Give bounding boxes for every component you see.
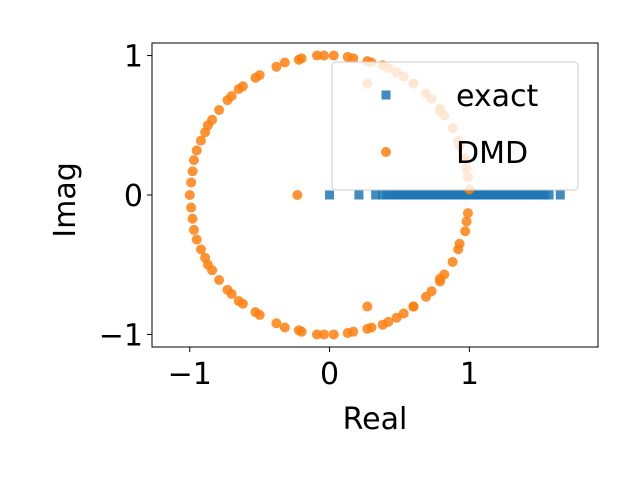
dmd-point bbox=[254, 309, 265, 320]
exact-point bbox=[325, 190, 335, 200]
dmd-point bbox=[328, 50, 339, 61]
dmd-point bbox=[233, 84, 244, 95]
dmd-point bbox=[318, 50, 329, 61]
dmd-point bbox=[214, 104, 225, 115]
dmd-point bbox=[454, 238, 465, 249]
exact-point bbox=[555, 190, 565, 200]
ticks-layer: −1 0 1 −1 0 1 bbox=[99, 40, 479, 392]
dmd-point bbox=[200, 127, 211, 138]
dmd-point bbox=[191, 145, 202, 156]
dmd-point bbox=[187, 213, 198, 224]
x-tick-label: −1 bbox=[168, 357, 212, 392]
dmd-point bbox=[250, 72, 261, 83]
exact-point bbox=[371, 190, 381, 200]
dmd-point bbox=[362, 301, 373, 312]
x-tick-label: 1 bbox=[460, 357, 479, 392]
y-axis-label: Imag bbox=[48, 162, 83, 238]
dmd-point bbox=[439, 269, 450, 280]
dmd-point bbox=[461, 216, 472, 227]
dmd-point bbox=[222, 95, 233, 106]
dmd-point bbox=[226, 289, 237, 300]
dmd-point bbox=[462, 208, 473, 219]
y-tick-label: 0 bbox=[124, 179, 143, 214]
legend-marker-exact bbox=[381, 90, 391, 100]
x-tick-label: 0 bbox=[320, 357, 339, 392]
dmd-point bbox=[318, 329, 329, 340]
dmd-point bbox=[186, 202, 197, 213]
exact-point bbox=[354, 190, 364, 200]
dmd-point bbox=[187, 166, 198, 177]
x-axis-label: Real bbox=[343, 402, 408, 437]
dmd-point bbox=[207, 265, 218, 276]
legend-box bbox=[331, 61, 579, 191]
dmd-point bbox=[447, 256, 458, 267]
dmd-point bbox=[195, 244, 206, 255]
dmd-point bbox=[328, 329, 339, 340]
dmd-point bbox=[184, 190, 195, 200]
dmd-point bbox=[271, 61, 282, 72]
y-tick-label: −1 bbox=[99, 318, 143, 353]
dmd-point bbox=[188, 224, 199, 235]
dmd-point bbox=[191, 234, 202, 245]
dmd-point bbox=[342, 51, 353, 62]
dmd-point bbox=[408, 301, 419, 312]
dmd-point bbox=[293, 54, 304, 65]
dmd-point bbox=[186, 177, 197, 188]
dmd-point bbox=[279, 57, 290, 68]
legend-label-dmd: DMD bbox=[456, 136, 528, 171]
dmd-point bbox=[366, 322, 377, 333]
legend-marker-dmd bbox=[381, 147, 391, 157]
dmd-point bbox=[426, 286, 437, 297]
dmd-point bbox=[398, 308, 409, 319]
dmd-point bbox=[460, 226, 471, 237]
legend: exact DMD bbox=[331, 61, 579, 191]
dmd-point bbox=[311, 329, 322, 340]
y-tick-label: 1 bbox=[124, 40, 143, 75]
dmd-point bbox=[348, 326, 359, 337]
dmd-point bbox=[214, 275, 225, 286]
dmd-point bbox=[292, 190, 303, 200]
legend-label-exact: exact bbox=[456, 79, 539, 114]
dmd-point bbox=[195, 135, 206, 146]
dmd-point bbox=[237, 298, 248, 309]
exact-point bbox=[544, 190, 554, 200]
dmd-point bbox=[311, 50, 322, 61]
dmd-point bbox=[383, 316, 394, 327]
dmd-point bbox=[188, 155, 199, 166]
dmd-point bbox=[279, 322, 290, 333]
dmd-point bbox=[271, 318, 282, 329]
dmd-point bbox=[296, 326, 307, 337]
